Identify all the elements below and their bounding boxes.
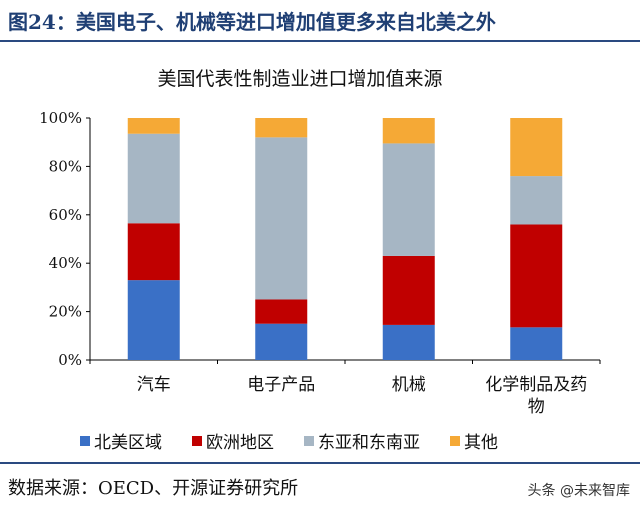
bar-segment [127, 280, 180, 360]
bar-segment [382, 324, 435, 360]
source-note: 数据来源：OECD、开源证券研究所 [8, 478, 299, 499]
y-tick-label: 60% [49, 206, 82, 224]
legend-label: 欧洲地区 [206, 433, 274, 453]
legend-swatch [450, 435, 460, 446]
bar-segment [382, 143, 435, 256]
legend-item: 北美区域 [80, 428, 162, 453]
x-tick-label: 机械 [392, 375, 426, 395]
y-tick-label: 100% [39, 109, 82, 127]
bar-segment [255, 137, 308, 300]
y-tick-label: 40% [49, 254, 82, 272]
chart-title: 美国代表性制造业进口增加值来源 [157, 68, 442, 90]
header-rule [0, 40, 640, 42]
x-tick-label: 化学制品及药 [485, 375, 587, 395]
bar-segment [382, 118, 435, 144]
bar-segment [510, 176, 563, 225]
footer-rule [0, 462, 640, 464]
bar-segment [255, 299, 308, 324]
legend-swatch [80, 435, 90, 446]
bar-segment [127, 223, 180, 281]
legend-label: 其他 [464, 433, 498, 453]
y-tick-label: 80% [49, 157, 82, 175]
bar-segment [127, 118, 180, 134]
y-tick-label: 20% [49, 303, 82, 321]
figure-title: 图24：美国电子、机械等进口增加值更多来自北美之外 [8, 10, 496, 34]
chart-legend: 北美区域 欧洲地区 东亚和东南亚 其他 [80, 428, 528, 453]
legend-item: 其他 [450, 428, 498, 453]
x-tick-label: 电子产品 [247, 375, 315, 395]
bar-segment [510, 224, 563, 328]
bar-segment [127, 133, 180, 224]
legend-swatch [304, 435, 314, 446]
figure-header: 图24：美国电子、机械等进口增加值更多来自北美之外 [0, 0, 640, 40]
legend-label: 北美区域 [94, 433, 162, 453]
bar-segment [510, 118, 563, 177]
legend-swatch [192, 435, 202, 446]
legend-item: 欧洲地区 [192, 428, 274, 453]
bar-segment [255, 323, 308, 360]
x-tick-label: 物 [528, 397, 545, 417]
x-tick-label: 汽车 [137, 375, 171, 395]
watermark: 头条 @未来智库 [527, 483, 630, 499]
legend-label: 东亚和东南亚 [318, 433, 420, 453]
y-tick-label: 0% [58, 351, 82, 369]
bar-segment [382, 255, 435, 325]
bar-segment [510, 327, 563, 360]
bar-segment [255, 118, 308, 138]
legend-item: 东亚和东南亚 [304, 428, 420, 453]
